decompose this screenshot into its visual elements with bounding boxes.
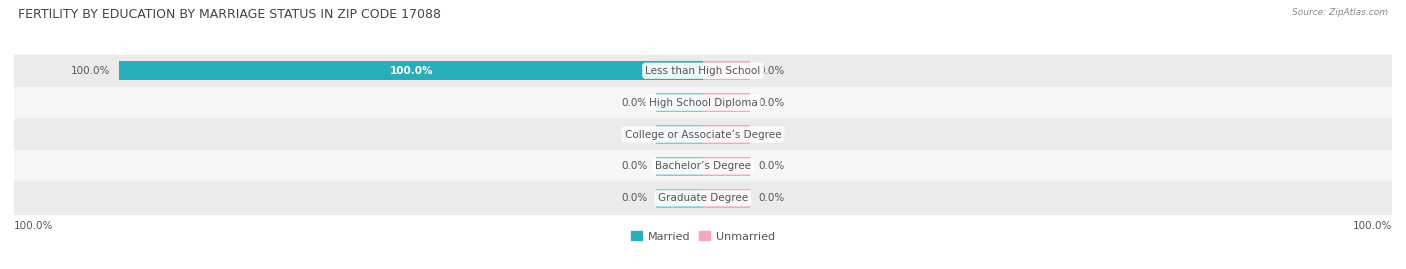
Bar (14, 150, 1392, 182)
Bar (120, 61, 703, 80)
Text: 100.0%: 100.0% (389, 66, 433, 76)
Text: Graduate Degree: Graduate Degree (658, 193, 748, 203)
Text: Source: ZipAtlas.com: Source: ZipAtlas.com (1292, 8, 1388, 17)
Text: 0.0%: 0.0% (758, 66, 785, 76)
Bar (657, 189, 703, 208)
Text: 0.0%: 0.0% (621, 98, 648, 108)
Bar (14, 182, 1392, 214)
Bar (657, 125, 703, 144)
Bar (703, 189, 749, 208)
Text: 0.0%: 0.0% (621, 161, 648, 171)
Text: FERTILITY BY EDUCATION BY MARRIAGE STATUS IN ZIP CODE 17088: FERTILITY BY EDUCATION BY MARRIAGE STATU… (18, 8, 441, 21)
Bar (657, 93, 703, 112)
Bar (657, 157, 703, 176)
Legend: Married, Unmarried: Married, Unmarried (627, 227, 779, 246)
Text: 0.0%: 0.0% (758, 98, 785, 108)
Text: Bachelor’s Degree: Bachelor’s Degree (655, 161, 751, 171)
Bar (703, 61, 749, 80)
Text: 0.0%: 0.0% (758, 129, 785, 140)
Bar (703, 93, 749, 112)
Bar (14, 119, 1392, 150)
Text: High School Diploma: High School Diploma (648, 98, 758, 108)
Text: 100.0%: 100.0% (72, 66, 111, 76)
Text: Less than High School: Less than High School (645, 66, 761, 76)
Text: 0.0%: 0.0% (758, 193, 785, 203)
Bar (14, 87, 1392, 119)
Text: 100.0%: 100.0% (14, 221, 53, 231)
Text: 0.0%: 0.0% (621, 129, 648, 140)
Bar (14, 55, 1392, 87)
Text: College or Associate’s Degree: College or Associate’s Degree (624, 129, 782, 140)
Text: 100.0%: 100.0% (1353, 221, 1392, 231)
Text: 0.0%: 0.0% (758, 161, 785, 171)
Bar (703, 157, 749, 176)
Bar (703, 125, 749, 144)
Text: 0.0%: 0.0% (621, 193, 648, 203)
